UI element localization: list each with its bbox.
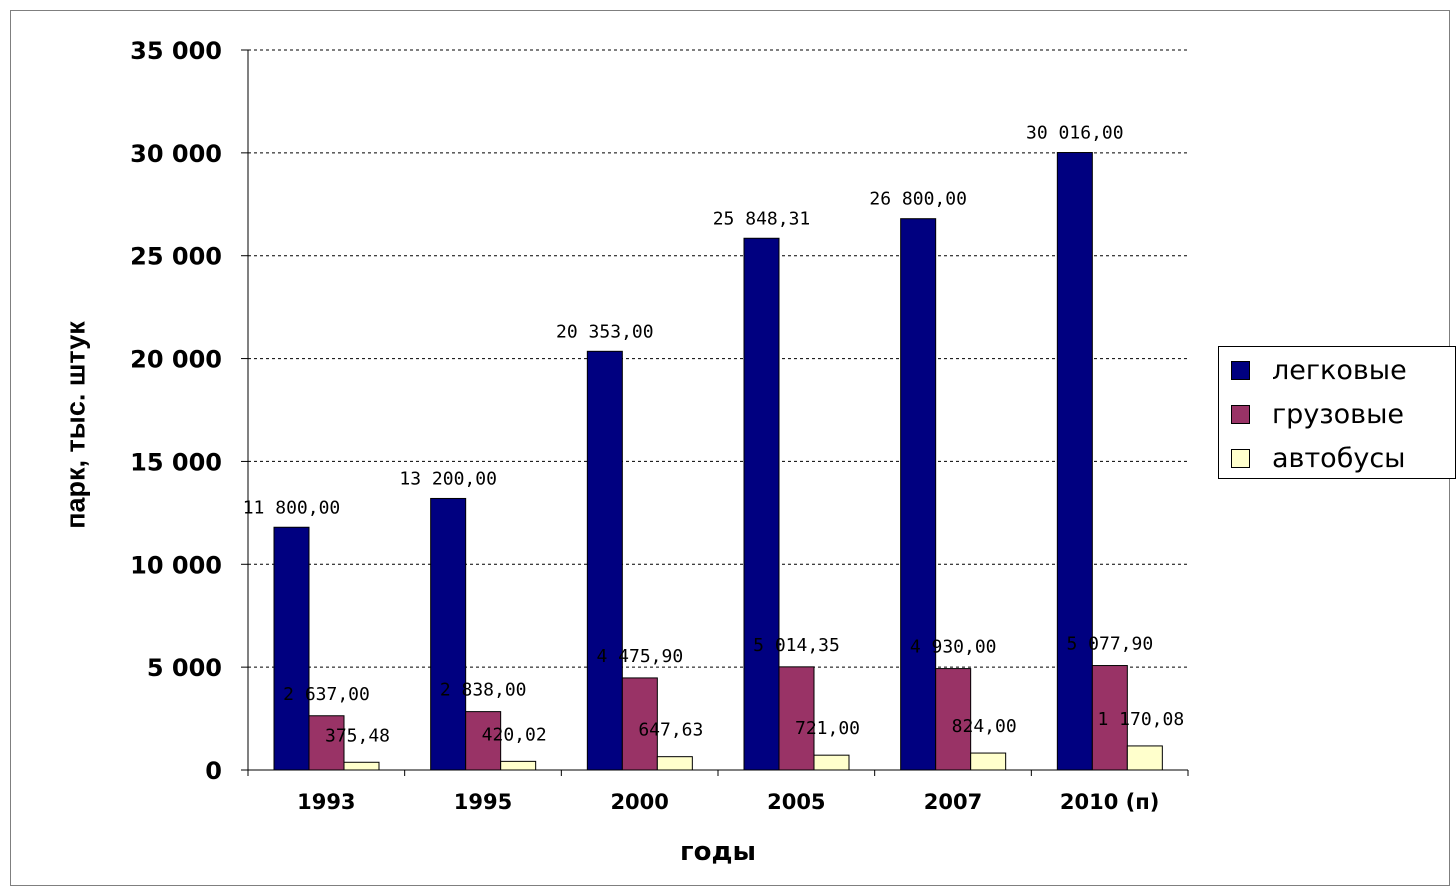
x-tick-label: 1993 [297, 790, 355, 814]
data-label-cars: 20 353,00 [556, 321, 654, 342]
data-label-buses: 1 170,08 [1097, 709, 1184, 730]
legend-item-cars: легковые [1231, 353, 1407, 387]
data-label-trucks: 5 077,90 [1066, 634, 1153, 655]
legend-swatch-trucks [1231, 404, 1250, 424]
data-label-cars: 30 016,00 [1026, 123, 1124, 144]
data-label-trucks: 4 475,90 [596, 646, 683, 667]
y-tick-label: 20 000 [130, 346, 222, 374]
data-label-trucks: 5 014,35 [753, 635, 840, 656]
y-tick-label: 35 000 [130, 37, 222, 65]
bar-buses [1126, 745, 1163, 771]
y-tick-label: 0 [205, 757, 222, 785]
x-tick-label: 2000 [610, 790, 668, 814]
data-label-buses: 375,48 [325, 725, 390, 746]
data-label-buses: 824,00 [952, 716, 1017, 737]
bar-cars [1056, 152, 1093, 771]
legend: легковые грузовые автобусы [1218, 346, 1456, 479]
x-tick-label: 2007 [924, 790, 982, 814]
bar-trucks [1091, 665, 1128, 771]
y-axis-title: парк, тыс. штук [60, 321, 91, 529]
data-label-cars: 26 800,00 [869, 189, 967, 210]
data-label-trucks: 4 930,00 [910, 637, 997, 658]
bar-cars [743, 237, 780, 771]
bar-cars [586, 350, 623, 771]
bar-buses [970, 752, 1007, 771]
bar-cars [273, 526, 310, 771]
bar-trucks [465, 711, 502, 771]
data-label-cars: 25 848,31 [713, 208, 811, 229]
legend-item-buses: автобусы [1231, 441, 1406, 475]
legend-swatch-cars [1231, 360, 1250, 380]
data-label-cars: 13 200,00 [399, 468, 497, 489]
bar-trucks [308, 715, 345, 771]
y-tick-label: 15 000 [130, 448, 222, 476]
bar-buses [500, 760, 537, 771]
x-tick-label: 2005 [767, 790, 825, 814]
data-label-cars: 11 800,00 [243, 497, 341, 518]
bar-buses [656, 756, 693, 771]
x-axis-title: годы [680, 837, 756, 867]
bar-trucks [778, 666, 815, 771]
bar-cars [430, 497, 467, 771]
bar-cars [900, 218, 937, 771]
x-tick-label: 1995 [454, 790, 512, 814]
data-label-buses: 420,02 [482, 724, 547, 745]
data-label-buses: 721,00 [795, 718, 860, 739]
data-label-trucks: 2 838,00 [440, 680, 527, 701]
y-tick-label: 30 000 [130, 140, 222, 168]
x-tick-label: 2010 (п) [1060, 790, 1159, 814]
bar-trucks [621, 677, 658, 771]
y-tick-label: 10 000 [130, 551, 222, 579]
data-label-buses: 647,63 [638, 720, 703, 741]
legend-label-cars: легковые [1272, 354, 1407, 386]
bar-trucks [935, 668, 972, 771]
bar-buses [343, 761, 380, 771]
legend-label-trucks: грузовые [1272, 398, 1405, 430]
bar-buses [813, 754, 850, 771]
data-label-trucks: 2 637,00 [283, 684, 370, 705]
legend-label-buses: автобусы [1272, 442, 1406, 474]
y-tick-label: 25 000 [130, 243, 222, 271]
legend-item-trucks: грузовые [1231, 397, 1404, 431]
legend-swatch-buses [1231, 448, 1250, 468]
y-tick-label: 5 000 [147, 654, 222, 682]
